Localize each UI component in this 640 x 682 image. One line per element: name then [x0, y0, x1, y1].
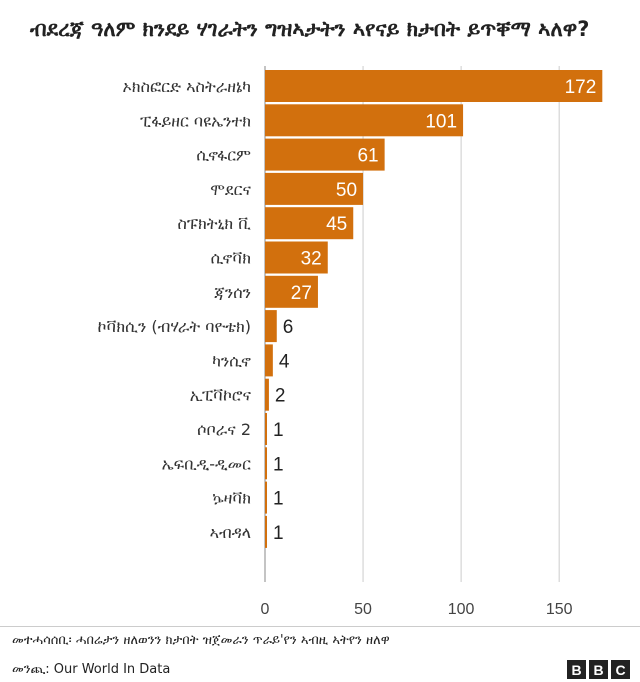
category-label: ጃንሰን: [214, 283, 251, 302]
value-label: 1: [273, 489, 284, 510]
x-axis-ticks: 0 50 100 150: [261, 601, 573, 618]
bar: [265, 378, 269, 411]
value-label: 1: [273, 420, 284, 441]
bar: [265, 70, 603, 102]
bar: [265, 447, 267, 480]
category-labels: ኦክስፎርድ ኣስትራዘኔካ ፒፋይዘር ባዩኤንተክ ሲኖፋርም ሞደርና ስፑክትኒ…: [98, 77, 252, 542]
bar: [265, 413, 267, 445]
x-tick-label: 50: [354, 601, 372, 618]
category-label: ፒፋይዘር ባዩኤንተክ: [140, 111, 251, 130]
category-label: ሲኖፋርም: [196, 146, 251, 165]
bars: [265, 70, 603, 548]
bar: [265, 344, 273, 377]
footer-divider: [0, 626, 640, 627]
x-tick-label: 150: [546, 601, 573, 618]
bbc-logo-letter: B: [589, 660, 608, 679]
bar: [265, 241, 328, 274]
bar: [265, 104, 464, 137]
value-label: 1: [273, 523, 284, 544]
bar: [265, 275, 318, 308]
bbc-logo-letter: B: [567, 660, 586, 679]
value-label: 1: [273, 454, 284, 475]
value-label: 6: [283, 317, 294, 338]
x-tick-label: 100: [448, 601, 475, 618]
value-label: 2: [275, 386, 286, 407]
category-label: ካንሲኖ: [212, 351, 251, 370]
value-label: 172: [565, 77, 597, 98]
value-label: 101: [425, 111, 457, 132]
value-label: 61: [357, 146, 378, 167]
bar: [265, 515, 267, 548]
value-label: 32: [301, 249, 322, 270]
category-label: ኦክስፎርድ ኣስትራዘኔካ: [123, 77, 251, 96]
bar-chart: ኦክስፎርድ ኣስትራዘኔካ ፒፋይዘር ባዩኤንተክ ሲኖፋርም ሞደርና ስፑክትኒ…: [98, 66, 603, 618]
bbc-logo-letter: C: [611, 660, 630, 679]
category-label: ኮቫክሲን (ብሃራት ባዮቴክ): [98, 317, 251, 336]
category-label: ኤፍቢዲ-ዲመር: [162, 454, 252, 473]
category-label: ሲኖቫክ: [211, 249, 251, 268]
bar: [265, 172, 364, 205]
x-tick-label: 0: [261, 601, 270, 618]
bar: [265, 481, 267, 514]
category-label: ኴዛቫክ: [212, 489, 251, 508]
category-label: ኣብዳላ: [210, 523, 251, 542]
source-note: መንጪ: Our World In Data: [12, 662, 171, 677]
value-label: 45: [326, 214, 347, 235]
bbc-logo: B B C: [567, 660, 630, 679]
bar: [265, 138, 385, 171]
value-label: 27: [291, 283, 312, 304]
category-label: ሞደርና: [210, 180, 251, 199]
chart-title: ብደረጃ ዓለም ክንደይ ሃገራትን ግዝኣታትን ኣየናይ ክታበት ይጥቐ…: [30, 17, 590, 41]
category-label: ኢፒቫኮሮና: [190, 386, 252, 405]
value-label: 50: [336, 180, 357, 201]
bar: [265, 310, 277, 343]
category-label: ስፑክትኒክ ቪ: [178, 214, 252, 233]
value-label: 4: [279, 351, 290, 372]
bar: [265, 207, 354, 240]
category-label: ሶቦራና 2: [197, 420, 251, 439]
footnote: መተሓሳሰቢ፡ ሓበሬታን ዘለወንን ክታበት ዝጀመራን ጥራይ'የን ኣብ…: [12, 633, 390, 648]
